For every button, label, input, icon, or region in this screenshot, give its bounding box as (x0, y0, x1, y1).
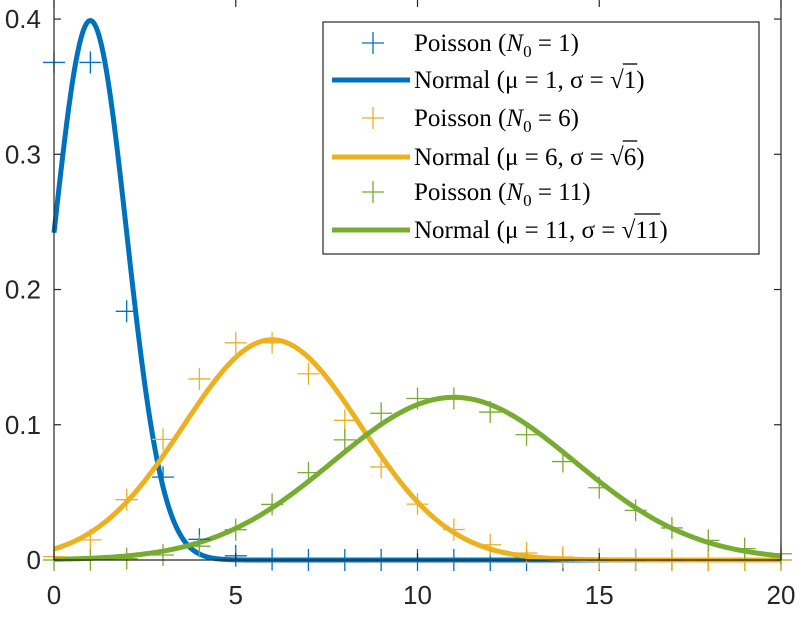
poisson-marker-n11-x12 (479, 401, 502, 424)
poisson-marker-n6-x11 (442, 518, 465, 541)
poisson-marker-n6-x8 (333, 409, 356, 432)
poisson-marker-n6-x7 (297, 362, 320, 385)
poisson-marker-n11-x13 (515, 423, 538, 446)
y-tick-label-0.2: 0.2 (5, 275, 41, 305)
y-tick-label-0.4: 0.4 (5, 4, 41, 34)
y-tick-label-0: 0 (27, 545, 41, 575)
poisson-marker-n11-x17 (660, 516, 683, 539)
legend-box (322, 21, 760, 255)
poisson-marker-n6-x4 (188, 367, 211, 390)
poisson-marker-n11-x8 (333, 428, 356, 451)
poisson-marker-n11-x16 (624, 499, 647, 522)
poisson-marker-n11-x19 (733, 537, 756, 560)
poisson-marker-n11-x11 (442, 387, 465, 410)
poisson-marker-n11-x10 (406, 387, 429, 410)
y-tick-label-0.3: 0.3 (5, 139, 41, 169)
x-tick-label-20: 20 (767, 580, 796, 610)
poisson-marker-n6-x9 (370, 455, 393, 478)
poisson-marker-n6-x10 (406, 493, 429, 516)
legend-label-5: Normal (μ = 11, σ = √11) (414, 217, 668, 244)
legend-label-3: Normal (μ = 6, σ = √6) (414, 144, 645, 171)
legend-label-2: Poisson (N0 = 6) (414, 105, 579, 136)
y-tick-label-0.1: 0.1 (5, 410, 41, 440)
legend-swatch-poisson-4 (362, 181, 384, 203)
poisson-marker-n6-x6 (261, 331, 284, 354)
x-tick-label-10: 10 (403, 580, 432, 610)
legend: Poisson (N0 = 1) Normal (μ = 1, σ = √1) Po… (322, 21, 760, 255)
axes: 0 5 10 15 20 0 0.1 0.2 0.3 0.4 (5, 0, 796, 610)
x-tick-label-0: 0 (47, 580, 61, 610)
poisson-marker-n11-x3 (152, 543, 175, 566)
poisson-marker-n11-x18 (697, 529, 720, 552)
poisson-marker-n11-x15 (588, 476, 611, 499)
legend-label-1: Normal (μ = 1, σ = √1) (414, 67, 645, 94)
poisson-marker-n11-x2 (115, 547, 138, 570)
poisson-marker-n6-x12 (479, 533, 502, 556)
poisson-marker-n11-x6 (261, 493, 284, 516)
legend-swatch-poisson-2 (362, 107, 384, 129)
x-tick-label-15: 15 (585, 580, 614, 610)
poisson-marker-n6-x5 (224, 331, 247, 354)
legend-label-0: Poisson (N0 = 1) (414, 30, 579, 61)
poisson-marker-n6-x2 (115, 488, 138, 511)
poisson-marker-n11-x9 (370, 402, 393, 425)
poisson-marker-n1-x1 (79, 51, 102, 74)
poisson-marker-n6-x1 (79, 528, 102, 551)
x-tick-label-5: 5 (229, 580, 243, 610)
poisson-marker-n6-x3 (152, 428, 175, 451)
marker-layer (43, 51, 792, 571)
legend-label-4: Poisson (N0 = 11) (414, 179, 591, 210)
poisson-marker-n1-x2 (115, 300, 138, 323)
poisson-marker-n11-x14 (551, 450, 574, 473)
poisson-marker-n11-x5 (224, 518, 247, 541)
legend-swatch-poisson-0 (362, 32, 384, 54)
poisson-marker-n1-x6 (261, 548, 284, 571)
poisson-marker-n11-x7 (297, 461, 320, 484)
poisson-marker-n11-x4 (188, 535, 211, 558)
poisson-marker-n6-x14 (551, 546, 574, 569)
poisson-marker-n1-x3 (152, 466, 175, 489)
